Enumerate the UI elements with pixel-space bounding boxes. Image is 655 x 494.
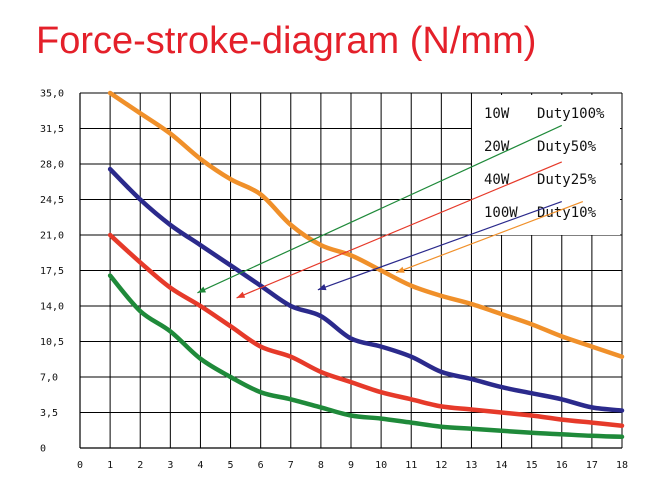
x-tick-label-13: 13 — [465, 460, 477, 471]
x-tick-label-11: 11 — [405, 460, 417, 471]
axis-ticks: 0 1 2 3 4 5 6 7 8 9 10 11 12 13 14 15 16 17 1803,57,010,51… — [40, 89, 628, 472]
x-tick-label-7: 7 — [288, 460, 294, 471]
page-title: Force-stroke-diagram (N/mm) — [36, 20, 537, 62]
x-tick-label-6: 6 — [258, 460, 264, 471]
x-tick-label-8: 8 — [318, 460, 324, 471]
y-tick-label-9: 31,5 — [40, 124, 64, 135]
y-tick-label-2: 7,0 — [40, 373, 58, 384]
y-tick-label-0: 0 — [40, 444, 46, 455]
annotation-arrow-head-2 — [236, 291, 246, 298]
y-tick-label-1: 3,5 — [40, 408, 58, 419]
x-tick-label-1: 1 — [107, 460, 113, 471]
legend-duty-3: Duty10% — [537, 205, 597, 221]
y-tick-label-3: 10,5 — [40, 337, 64, 348]
y-tick-label-4: 14,0 — [40, 302, 64, 313]
y-tick-label-7: 24,5 — [40, 195, 64, 206]
series-line-3 — [107, 273, 625, 440]
series-lines — [107, 90, 625, 440]
y-tick-label-10: 35,0 — [40, 89, 64, 100]
x-tick-label-4: 4 — [197, 460, 203, 471]
y-tick-label-8: 28,0 — [40, 160, 64, 171]
x-tick-label-14: 14 — [496, 460, 508, 471]
legend: 10W Duty100% 20W Duty50% 40W Duty25% 100W Duty1… — [472, 95, 620, 235]
annotation-arrow-line-0 — [395, 200, 584, 274]
series-line-0 — [107, 90, 625, 359]
legend-power-3: 100W — [484, 205, 518, 221]
y-tick-label-6: 21,0 — [40, 231, 64, 242]
legend-duty-2: Duty25% — [537, 172, 597, 188]
x-tick-label-3: 3 — [167, 460, 173, 471]
legend-power-1: 20W — [484, 139, 510, 155]
annotation-arrow-line-3 — [197, 124, 563, 294]
x-tick-label-5: 5 — [228, 460, 234, 471]
annotations — [197, 124, 584, 299]
legend-duty-0: Duty100% — [537, 106, 605, 122]
legend-power-2: 40W — [484, 172, 510, 188]
x-tick-label-12: 12 — [435, 460, 447, 471]
annotation-arrow-line-2 — [236, 161, 563, 299]
legend-power-0: 10W — [484, 106, 510, 122]
x-tick-label-2: 2 — [137, 460, 143, 471]
y-tick-label-5: 17,5 — [40, 266, 64, 277]
x-tick-label-10: 10 — [375, 460, 387, 471]
legend-box — [472, 95, 620, 235]
annotation-arrow-head-1 — [317, 284, 327, 291]
x-tick-label-0: 0 — [77, 460, 83, 471]
x-tick-label-16: 16 — [556, 460, 568, 471]
x-tick-label-18: 18 — [616, 460, 628, 471]
legend-duty-1: Duty50% — [537, 139, 597, 155]
x-tick-label-17: 17 — [586, 460, 598, 471]
annotation-arrow-head-3 — [197, 286, 206, 293]
series-line-1 — [107, 166, 625, 413]
x-tick-label-9: 9 — [348, 460, 354, 471]
annotation-arrow-line-1 — [317, 200, 562, 291]
annotation-arrow-head-0 — [396, 266, 405, 273]
x-tick-label-15: 15 — [526, 460, 538, 471]
series-line-2 — [107, 232, 625, 428]
